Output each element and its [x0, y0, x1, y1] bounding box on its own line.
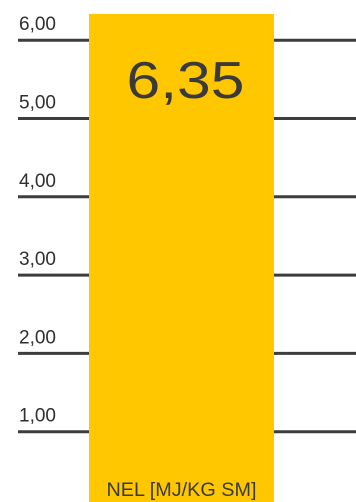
y-tick-label-6: 6,00 [19, 14, 56, 35]
bar-nel [89, 14, 274, 502]
bar-value-label: 6,35 [127, 52, 245, 110]
y-tick-label-5: 5,00 [19, 93, 56, 114]
y-tick-label-3: 3,00 [19, 249, 56, 270]
bar-category-label: NEL [MJ/KG SM] [107, 480, 257, 501]
bar-layer [89, 14, 274, 502]
y-tick-label-2: 2,00 [19, 327, 56, 348]
grid-layer [18, 38, 356, 434]
y-tick-label-1: 1,00 [19, 406, 56, 427]
label-layer: 1,00 2,00 3,00 4,00 5,00 6,00 6,35 NEL [MJ/KG S… [19, 14, 257, 501]
y-tick-label-4: 4,00 [19, 171, 56, 192]
